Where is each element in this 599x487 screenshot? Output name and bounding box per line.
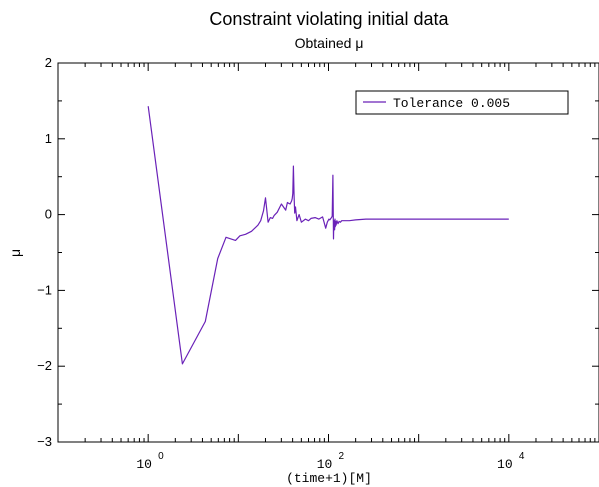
x-axis-label: (time+1)[M] [286,471,372,486]
y-tick-label: 0 [45,207,52,222]
y-tick-label: −1 [37,282,52,297]
chart-subtitle: Obtained μ [295,35,364,51]
plot-frame [57,62,599,443]
y-axis-label: μ [7,249,23,257]
axis-ticks [57,62,599,443]
y-tick-label: −3 [37,434,52,449]
x-tick-label: 10 [136,457,152,472]
y-tick-label: 1 [45,131,52,146]
legend: Tolerance 0.005 [355,90,569,115]
legend-box [355,90,569,115]
y-tick-label: 2 [45,55,52,70]
legend-label: Tolerance 0.005 [393,96,510,111]
y-tick-labels: −3 −2 −1 0 1 2 [37,55,52,449]
y-tick-label: −2 [37,358,52,373]
x-tick-labels: 10 0 10 2 10 4 [136,451,524,472]
x-tick-exponent: 0 [158,451,164,462]
x-tick-exponent: 2 [339,451,345,462]
series-line [147,106,509,365]
x-tick-label: 10 [497,457,513,472]
chart-title: Constraint violating initial data [209,9,449,29]
x-tick-exponent: 4 [519,451,525,462]
x-tick-label: 10 [317,457,333,472]
series-layer [147,106,509,365]
